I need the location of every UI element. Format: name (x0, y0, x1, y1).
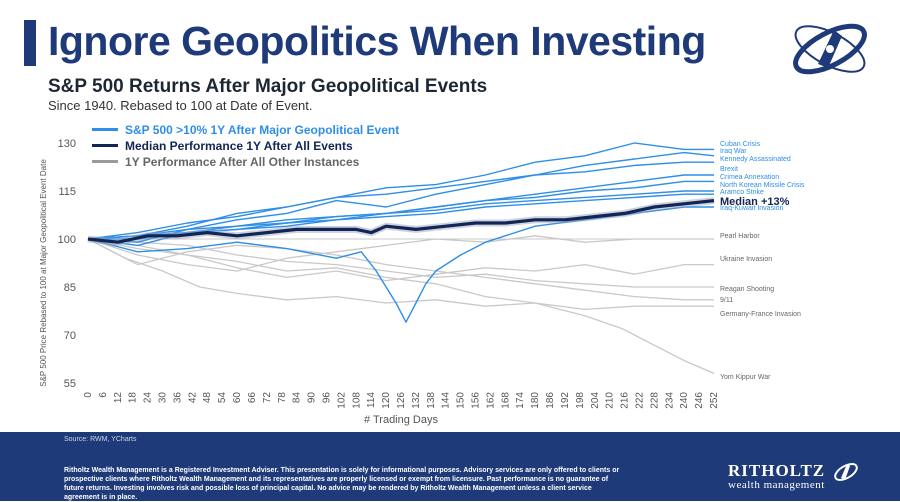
y-tick-label: 55 (64, 378, 76, 390)
x-axis-label: # Trading Days (364, 414, 438, 426)
x-tick-label: 234 (664, 392, 675, 409)
chart-subtitle: S&P 500 Returns After Major Geopolitical… (48, 76, 488, 97)
x-tick-label: 30 (158, 392, 169, 404)
series-line-germany-france-invasion (87, 238, 714, 311)
x-tick-label: 138 (426, 392, 437, 409)
footer-band (0, 432, 900, 501)
series-line-9-11 (87, 238, 714, 301)
source-note: Source: RWM, YCharts (64, 436, 137, 443)
x-tick-label: 120 (381, 392, 392, 409)
legend-label-median: Median Performance 1Y After All Events (125, 138, 353, 153)
title-accent-bar (24, 20, 36, 66)
series-label-aramco-strike: Aramco Strike (720, 189, 764, 196)
legend-swatch-up (92, 128, 118, 131)
series-label-9-11: 9/11 (720, 297, 733, 304)
series-line-iraq-war (87, 151, 715, 243)
x-tick-label: 252 (709, 392, 720, 409)
median-annotation: Median +13% (720, 196, 790, 208)
x-tick-label: 18 (128, 392, 139, 404)
disclaimer-text: Ritholtz Wealth Management is a Register… (64, 467, 620, 501)
y-tick-label: 130 (58, 138, 76, 150)
series-label-germany-france-invasion: Germany-France Invasion (720, 311, 801, 318)
y-axis-label: S&P 500 Price Rebased to 100 at Major Ge… (39, 159, 48, 387)
x-tick-label: 6 (98, 392, 109, 398)
series-line-yom-kippur-war (87, 238, 715, 374)
x-tick-label: 210 (605, 392, 616, 409)
series-label-yom-kippur-war: Yom Kippur War (720, 374, 771, 381)
series-label-ukraine-invasion: Ukraine Invasion (720, 256, 772, 263)
page-title: Ignore Geopolitics When Investing (48, 18, 706, 64)
x-tick-label: 132 (411, 392, 422, 409)
y-tick-label: 100 (58, 234, 76, 246)
x-tick-label: 78 (277, 392, 288, 404)
x-tick-label: 222 (634, 392, 645, 409)
legend-item-other: 1Y Performance After All Other Instances (92, 154, 399, 169)
x-tick-label: 84 (292, 392, 303, 404)
series-line-pearl-harbor (87, 235, 714, 272)
brand-name: RITHOLTZ (728, 461, 826, 480)
series-label-reagan-shooting: Reagan Shooting (720, 286, 774, 293)
x-tick-label: 36 (172, 392, 183, 404)
x-tick-label: 66 (247, 392, 258, 404)
y-tick-label: 85 (64, 282, 76, 294)
legend-swatch-other (92, 160, 118, 163)
x-tick-label: 168 (500, 392, 511, 409)
x-tick-label: 180 (530, 392, 541, 409)
x-tick-label: 72 (262, 392, 273, 404)
brand-subtitle: wealth management (728, 479, 825, 491)
x-tick-label: 228 (649, 392, 660, 409)
brand-wordmark: RITHOLTZ wealth management (728, 461, 825, 491)
series-label-pearl-harbor: Pearl Harbor (720, 233, 760, 240)
legend-label-other: 1Y Performance After All Other Instances (125, 154, 360, 169)
series-line-north-korean-missile-crisis (87, 190, 714, 240)
x-tick-label: 144 (441, 392, 452, 409)
x-tick-label: 108 (351, 392, 362, 409)
x-tick-label: 150 (456, 392, 467, 409)
x-tick-label: 42 (187, 392, 198, 404)
x-tick-label: 192 (560, 392, 571, 409)
x-tick-label: 114 (366, 392, 377, 408)
legend-item-median: Median Performance 1Y After All Events (92, 138, 399, 153)
chart-description: Since 1940. Rebased to 100 at Date of Ev… (48, 98, 313, 113)
ritholtz-logo-icon (793, 23, 867, 75)
x-tick-label: 186 (545, 392, 556, 409)
brand-logo-icon (834, 463, 858, 481)
y-tick-label: 115 (58, 186, 76, 198)
x-tick-label: 240 (679, 392, 690, 409)
line-chart: 130 115 100 85 70 55 0 6 12 18 24 30 36 42 48 54 60 66 72 7… (39, 138, 805, 426)
x-tick-label: 162 (485, 392, 496, 409)
chart-legend: S&P 500 >10% 1Y After Major Geopolitical… (92, 122, 399, 170)
series-label-kennedy-assassinated: Kennedy Assassinated (720, 156, 791, 163)
x-tick-label: 102 (336, 392, 347, 409)
legend-label-up: S&P 500 >10% 1Y After Major Geopolitical… (125, 122, 400, 137)
x-tick-label: 54 (217, 392, 228, 404)
series-label-cuban-crisis: Cuban Crisis (720, 141, 761, 148)
x-tick-label: 198 (575, 392, 586, 409)
x-tick-label: 48 (202, 392, 213, 404)
x-tick-label: 0 (83, 392, 94, 398)
series-line-cuban-crisis (87, 142, 714, 240)
series-line-ukraine-invasion (87, 238, 714, 282)
x-tick-label: 156 (471, 392, 482, 409)
x-tick-label: 246 (694, 392, 705, 409)
series-line-kennedy-assassinated (87, 161, 714, 240)
x-tick-label: 90 (307, 392, 318, 404)
series-label-crimea-annexation: Crimea Annexation (720, 174, 779, 181)
series-label-north-korean-missile-crisis: North Korean Missile Crisis (720, 182, 805, 189)
legend-item-up: S&P 500 >10% 1Y After Major Geopolitical… (92, 122, 399, 137)
x-tick-label: 204 (590, 392, 601, 409)
x-tick-label: 174 (515, 392, 526, 409)
x-tick-label: 12 (113, 392, 124, 404)
x-tick-label: 216 (620, 392, 631, 409)
series-line-median (87, 199, 715, 244)
y-tick-label: 70 (64, 330, 76, 342)
series-label-brexit: Brexit (720, 166, 738, 173)
series-label-iraq-kuwait-invasion: Iraq-Kuwait Invasion (720, 205, 784, 212)
legend-swatch-median (92, 144, 118, 147)
series-label-iraq-war: Iraq War (720, 148, 747, 155)
x-tick-label: 96 (321, 392, 332, 404)
x-tick-label: 24 (143, 392, 154, 404)
x-tick-label: 60 (232, 392, 243, 404)
x-tick-label: 126 (396, 392, 407, 409)
